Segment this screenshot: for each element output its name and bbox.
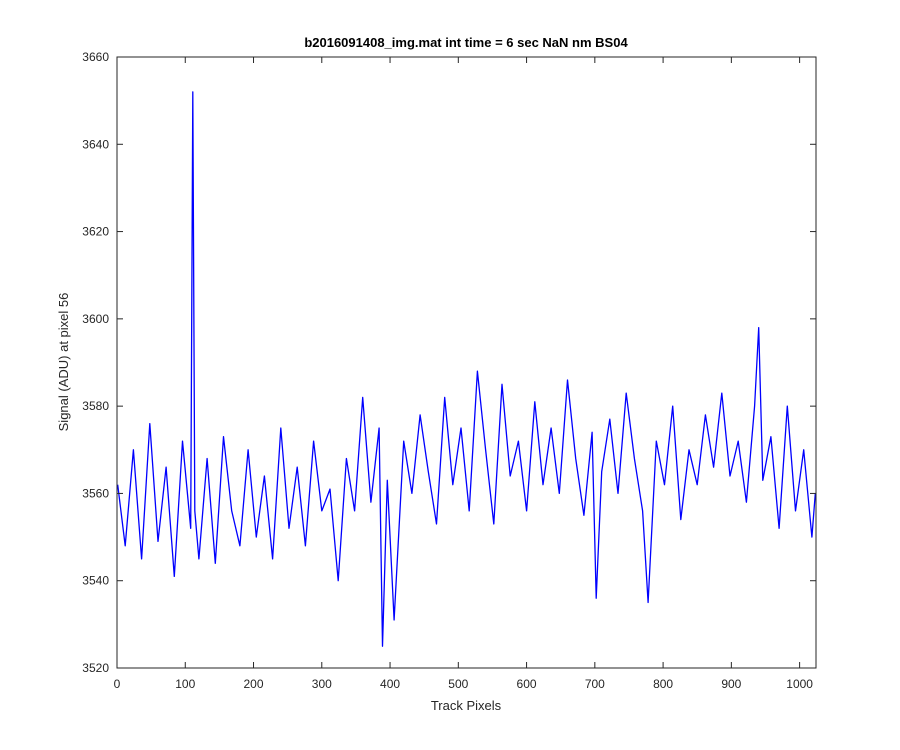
x-axis-label: Track Pixels: [431, 698, 502, 713]
plot-frame: [116, 56, 817, 669]
x-tick-label: 800: [653, 677, 673, 691]
y-tick-label: 3640: [82, 137, 109, 151]
axes: 0 100 200 300 400 500 600 700 800 900 1000 3520 3540…: [82, 50, 816, 691]
x-tick-label: 900: [721, 677, 741, 691]
x-tick-label: 100: [175, 677, 195, 691]
x-tick-label: 600: [517, 677, 537, 691]
y-tick-label: 3580: [82, 399, 109, 413]
y-axis-label: Signal (ADU) at pixel 56: [56, 293, 71, 432]
y-tick-label: 3560: [82, 486, 109, 500]
x-tick-label: 700: [585, 677, 605, 691]
x-tick-label: 300: [312, 677, 332, 691]
y-tick-label: 3520: [82, 661, 109, 675]
x-tick-label: 0: [114, 677, 121, 691]
x-tick-label: 1000: [786, 677, 813, 691]
y-tick-label: 3600: [82, 312, 109, 326]
chart-title: b2016091408_img.mat int time = 6 sec NaN…: [304, 35, 628, 50]
x-tick-label: 400: [380, 677, 400, 691]
plot-area: [117, 57, 816, 668]
x-tick-label: 200: [244, 677, 264, 691]
y-tick-label: 3660: [82, 50, 109, 64]
y-tick-label: 3620: [82, 225, 109, 239]
series-line-layer: [117, 91, 816, 647]
series-line: [117, 91, 816, 647]
y-tick-label: 3540: [82, 574, 109, 588]
x-tick-label: 500: [448, 677, 468, 691]
